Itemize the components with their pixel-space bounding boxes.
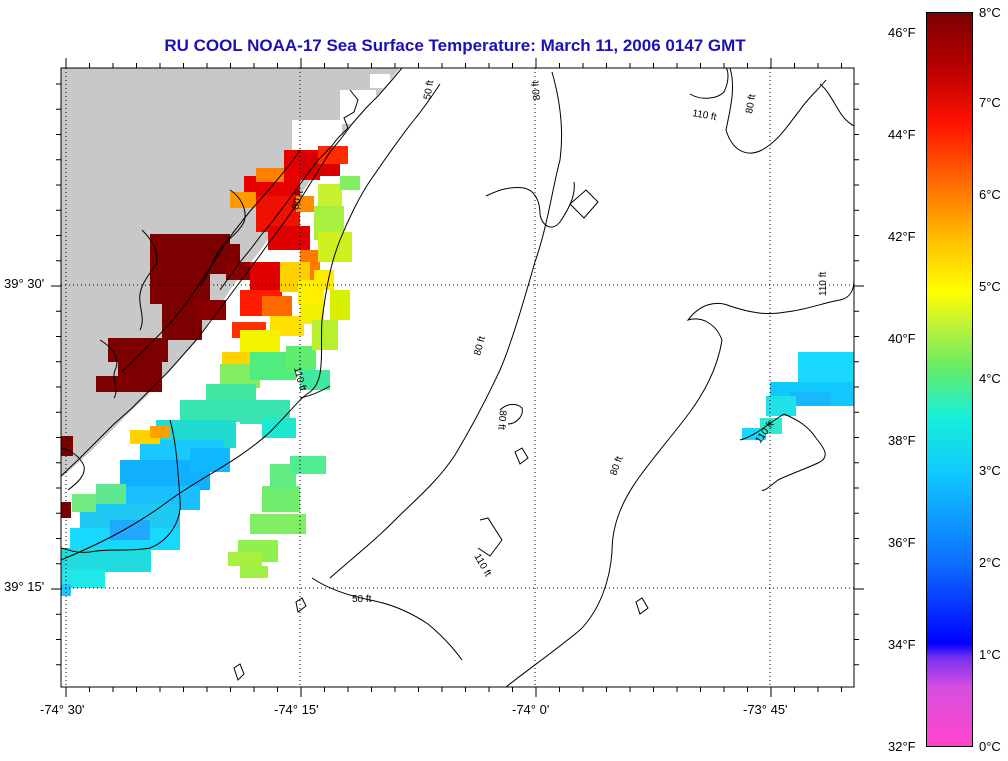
sst-cell (240, 330, 280, 354)
contour-label: 110 ft (691, 108, 717, 123)
sst-cell (286, 346, 316, 372)
sst-cell (150, 426, 170, 438)
sst-cell (312, 320, 338, 350)
axis-ticks (51, 58, 864, 697)
colorbar-f-label: 32°F (888, 739, 916, 754)
coastline (61, 68, 403, 553)
sst-cell (162, 300, 202, 340)
colorbar-c-label: 3°C (979, 463, 1001, 478)
colorbar-f-label: 46°F (888, 25, 916, 40)
sst-cell (300, 370, 330, 390)
sst-data-cells (61, 146, 854, 596)
sst-cell (262, 418, 296, 438)
sst-cell (61, 570, 105, 588)
colorbar-c-label: 6°C (979, 187, 1001, 202)
sst-cell (262, 486, 300, 512)
sst-cell (340, 176, 360, 190)
sst-cell (190, 448, 230, 472)
sst-cell (226, 262, 250, 280)
colorbar-f-label: 36°F (888, 535, 916, 550)
sst-cell (180, 400, 250, 422)
sst-cell (798, 352, 854, 382)
lat-label-39-30: 39° 30' (4, 276, 45, 291)
contour-label: 80 ft (290, 189, 306, 211)
sst-cell (61, 436, 73, 456)
sst-cell (330, 290, 350, 320)
contour-label: 50 ft (422, 79, 436, 100)
lon-label-74-15: -74° 15' (274, 702, 319, 717)
sst-cell (290, 456, 326, 474)
contour-label: 80 ft (744, 93, 758, 114)
colorbar-f-label: 42°F (888, 229, 916, 244)
sst-cell (262, 296, 292, 316)
map-title: RU COOL NOAA-17 Sea Surface Temperature:… (164, 36, 746, 55)
lon-label-73-45: -73° 45' (743, 702, 788, 717)
lat-label-39-15: 39° 15' (4, 579, 45, 594)
sst-cell (96, 376, 126, 392)
sst-cell (318, 232, 352, 262)
sst-cell (61, 584, 71, 596)
colorbar-c-label: 4°C (979, 371, 1001, 386)
sst-cell (240, 566, 268, 578)
sst-cell (268, 226, 310, 250)
colorbar-c-label: 5°C (979, 279, 1001, 294)
sst-cell (790, 392, 830, 406)
no-data-cells (292, 74, 390, 174)
sst-cell (228, 552, 262, 566)
colorbar-f-label: 38°F (888, 433, 916, 448)
sst-cell (61, 502, 71, 518)
sst-cell (110, 520, 150, 540)
depth-contours (61, 68, 854, 687)
contour-label: 80 ft (495, 410, 508, 431)
sst-cell (72, 494, 96, 512)
colorbar-f-label: 34°F (888, 637, 916, 652)
colorbar-c-label: 7°C (979, 95, 1001, 110)
sst-cell (250, 514, 306, 534)
sst-cell (300, 304, 324, 324)
colorbar-c-label: 0°C (979, 739, 1001, 754)
sst-cell (230, 192, 256, 208)
sst-cell (318, 184, 342, 206)
lon-label-74-30: -74° 30' (40, 702, 85, 717)
temperature-colorbar (926, 12, 973, 747)
lon-label-74-0: -74° 0' (512, 702, 550, 717)
colorbar-f-label: 40°F (888, 331, 916, 346)
colorbar-c-label: 2°C (979, 555, 1001, 570)
map-frame (60, 67, 855, 688)
contour-label: 80 ft (472, 335, 488, 357)
contour-label: 110 ft (818, 272, 829, 296)
sst-cell (96, 484, 126, 504)
sst-cell (256, 168, 284, 182)
contour-label: 80 ft (530, 80, 543, 101)
sst-cell (108, 338, 168, 362)
sst-cell (760, 418, 782, 434)
colorbar-c-label: 8°C (979, 5, 1001, 20)
grid-lines (61, 68, 854, 687)
sst-cell (766, 396, 796, 416)
sst-cell (196, 300, 226, 320)
colorbar-f-label: 44°F (888, 127, 916, 142)
contour-label: 50 ft (352, 594, 372, 605)
sst-cell (314, 270, 334, 290)
sst-cell (150, 274, 210, 304)
colorbar-c-label: 1°C (979, 647, 1001, 662)
